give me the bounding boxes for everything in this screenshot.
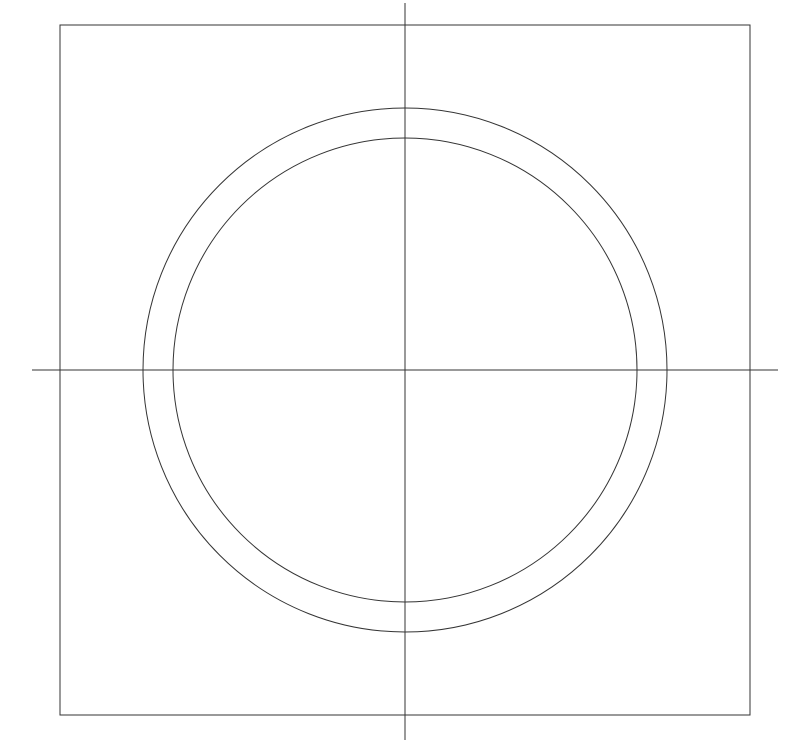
geometric-diagram	[0, 0, 800, 743]
